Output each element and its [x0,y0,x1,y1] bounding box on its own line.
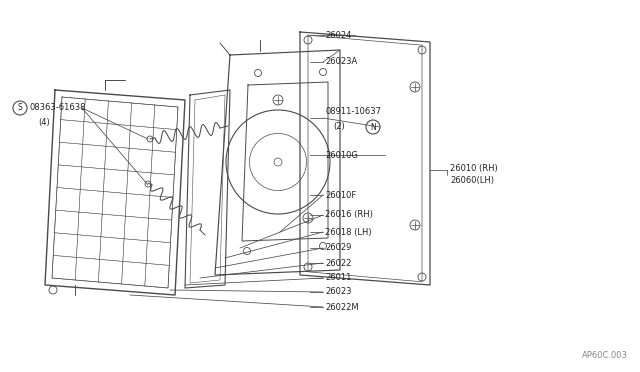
Text: N: N [370,122,376,131]
Text: (2): (2) [333,122,345,131]
Text: 26011: 26011 [325,273,351,282]
Text: S: S [18,103,22,112]
Text: 26016 (RH): 26016 (RH) [325,211,373,219]
Text: 26029: 26029 [325,244,351,253]
Text: 26023A: 26023A [325,58,357,67]
Text: 26010F: 26010F [325,190,356,199]
Text: 26022M: 26022M [325,302,358,311]
Text: 26018 (LH): 26018 (LH) [325,228,372,237]
Text: 26010G: 26010G [325,151,358,160]
Text: 26024: 26024 [325,31,351,39]
Text: 08911-10637: 08911-10637 [325,108,381,116]
Text: 08363-61638: 08363-61638 [30,103,86,112]
Text: 26023: 26023 [325,288,351,296]
Text: 26010 (RH): 26010 (RH) [450,164,498,173]
Text: 26022: 26022 [325,259,351,267]
Text: 26060(LH): 26060(LH) [450,176,494,185]
Text: (4): (4) [38,118,50,126]
Text: AP60C.003: AP60C.003 [582,351,628,360]
